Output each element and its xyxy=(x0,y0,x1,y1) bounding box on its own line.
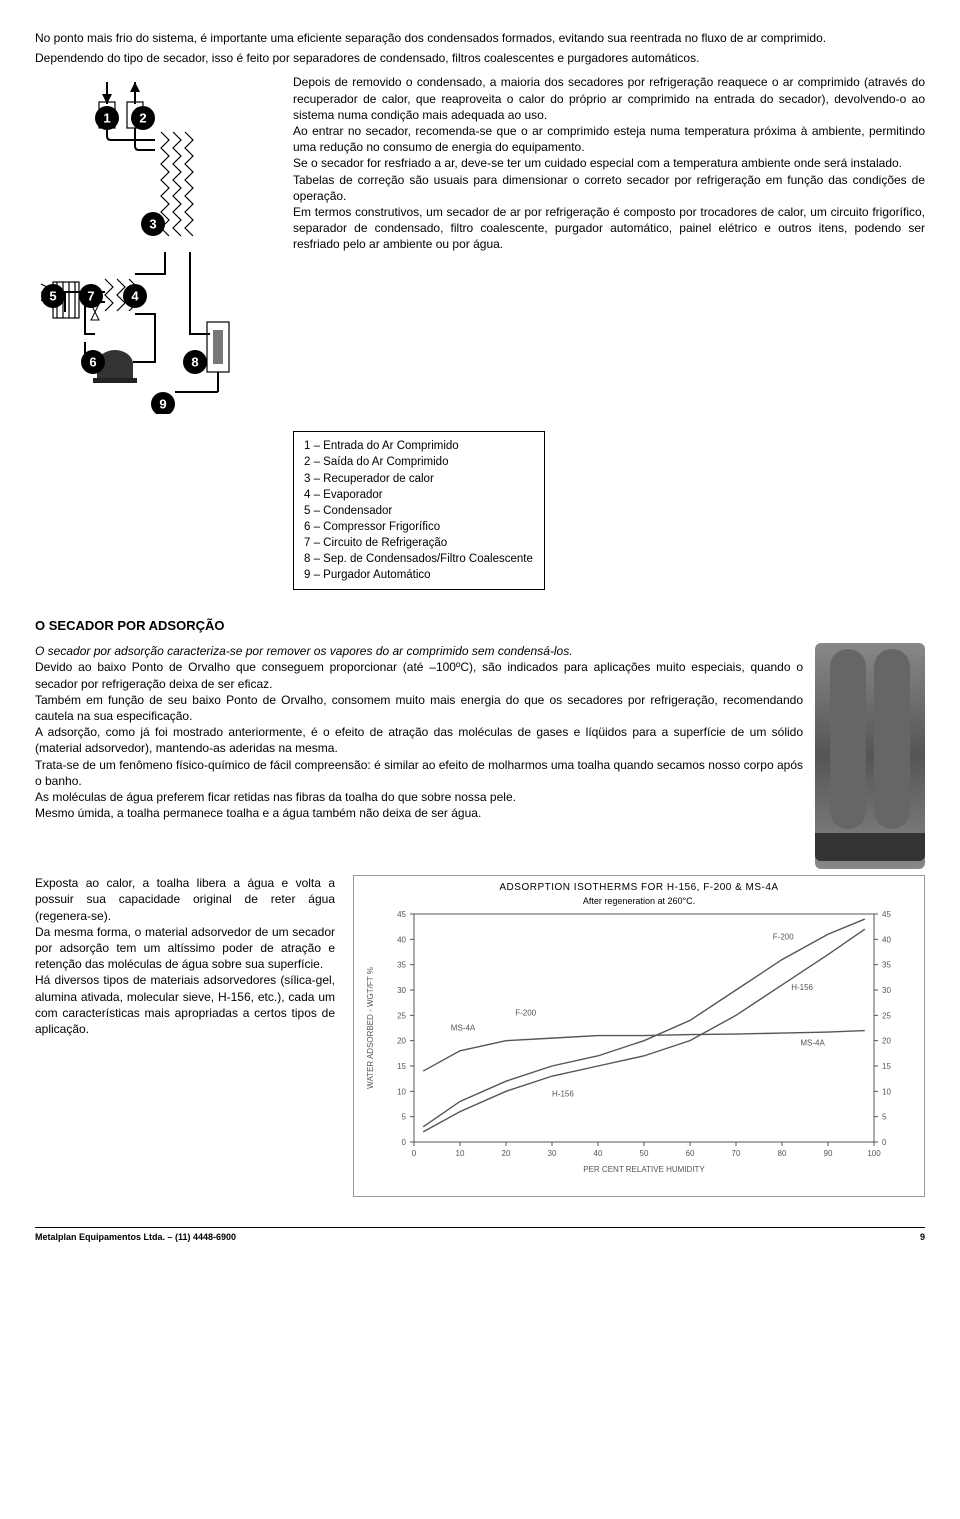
svg-text:35: 35 xyxy=(397,961,406,970)
footer-left: Metalplan Equipamentos Ltda. – (11) 4448… xyxy=(35,1232,236,1242)
bot-p3: Há diversos tipos de materiais adsorvedo… xyxy=(35,972,335,1037)
chart-svg: 0102030405060708090100005510101515202025… xyxy=(354,906,924,1176)
svg-text:0: 0 xyxy=(402,1138,407,1147)
svg-text:5: 5 xyxy=(882,1113,887,1122)
svg-text:30: 30 xyxy=(882,986,891,995)
svg-text:45: 45 xyxy=(397,910,406,919)
legend-4: 4 – Evaporador xyxy=(304,487,534,503)
svg-text:25: 25 xyxy=(397,1012,406,1021)
svg-text:F-200: F-200 xyxy=(773,933,794,942)
adsorption-text: O secador por adsorção caracteriza-se po… xyxy=(35,643,803,869)
svg-text:7: 7 xyxy=(87,289,94,304)
refrigeration-dryer-diagram: 1 2 3 4 5 6 7 8 9 xyxy=(35,74,275,414)
legend-9: 9 – Purgador Automático xyxy=(304,567,534,583)
diagram-column: 1 2 3 4 5 6 7 8 9 xyxy=(35,74,275,417)
chart-subtitle: After regeneration at 260°C. xyxy=(354,896,924,906)
svg-text:100: 100 xyxy=(867,1149,881,1158)
svg-text:H-156: H-156 xyxy=(552,1090,574,1099)
svg-text:20: 20 xyxy=(882,1037,891,1046)
right-p4: Tabelas de correção são usuais para dime… xyxy=(293,172,925,204)
ads-p6: As moléculas de água preferem ficar reti… xyxy=(35,789,803,805)
svg-text:MS-4A: MS-4A xyxy=(451,1024,476,1033)
bot-p1: Exposta ao calor, a toalha libera a água… xyxy=(35,875,335,924)
svg-text:15: 15 xyxy=(882,1062,891,1071)
svg-text:5: 5 xyxy=(402,1113,407,1122)
svg-text:30: 30 xyxy=(397,986,406,995)
svg-text:PER CENT RELATIVE HUMIDITY: PER CENT RELATIVE HUMIDITY xyxy=(583,1165,705,1174)
ads-p5: Trata-se de um fenômeno físico-químico d… xyxy=(35,757,803,789)
svg-text:35: 35 xyxy=(882,961,891,970)
svg-text:45: 45 xyxy=(882,910,891,919)
section-title-adsorption: O SECADOR POR ADSORÇÃO xyxy=(35,618,925,633)
bot-p2: Da mesma forma, o material adsorvedor de… xyxy=(35,924,335,973)
svg-text:50: 50 xyxy=(640,1149,649,1158)
legend-1: 1 – Entrada do Ar Comprimido xyxy=(304,438,534,454)
svg-text:MS-4A: MS-4A xyxy=(800,1039,825,1048)
bottom-row: Exposta ao calor, a toalha libera a água… xyxy=(35,875,925,1197)
ads-p1: O secador por adsorção caracteriza-se po… xyxy=(35,644,573,658)
svg-text:40: 40 xyxy=(397,936,406,945)
legend-spacer xyxy=(35,421,275,590)
legend-5: 5 – Condensador xyxy=(304,503,534,519)
svg-text:30: 30 xyxy=(548,1149,557,1158)
adsorption-dryer-photo xyxy=(815,643,925,869)
ads-p7: Mesmo úmida, a toalha permanece toalha e… xyxy=(35,805,803,821)
legend-7: 7 – Circuito de Refrigeração xyxy=(304,535,534,551)
legend-3: 3 – Recuperador de calor xyxy=(304,471,534,487)
right-p1: Depois de removido o condensado, a maior… xyxy=(293,74,925,123)
svg-text:90: 90 xyxy=(824,1149,833,1158)
legend-box: 1 – Entrada do Ar Comprimido 2 – Saída d… xyxy=(293,431,545,590)
legend-6: 6 – Compressor Frigorífico xyxy=(304,519,534,535)
svg-text:4: 4 xyxy=(131,289,139,304)
svg-text:40: 40 xyxy=(882,936,891,945)
svg-text:WATER ADSORBED - WGT/FT %: WATER ADSORBED - WGT/FT % xyxy=(366,967,375,1089)
svg-text:20: 20 xyxy=(502,1149,511,1158)
svg-text:10: 10 xyxy=(882,1088,891,1097)
right-p5: Em termos construtivos, um secador de ar… xyxy=(293,204,925,253)
svg-text:H-156: H-156 xyxy=(791,983,813,992)
isotherm-chart: ADSORPTION ISOTHERMS FOR H-156, F-200 & … xyxy=(353,875,925,1197)
page-footer: Metalplan Equipamentos Ltda. – (11) 4448… xyxy=(35,1227,925,1242)
svg-text:6: 6 xyxy=(89,355,96,370)
main-row: 1 2 3 4 5 6 7 8 9 Depois de removido o c… xyxy=(35,74,925,417)
svg-text:80: 80 xyxy=(778,1149,787,1158)
svg-text:10: 10 xyxy=(456,1149,465,1158)
intro-p1: No ponto mais frio do sistema, é importa… xyxy=(35,30,925,46)
svg-text:25: 25 xyxy=(882,1012,891,1021)
svg-text:F-200: F-200 xyxy=(515,1009,536,1018)
svg-text:20: 20 xyxy=(397,1037,406,1046)
ads-p3: Também em função de seu baixo Ponto de O… xyxy=(35,692,803,724)
svg-text:5: 5 xyxy=(49,289,56,304)
svg-text:70: 70 xyxy=(732,1149,741,1158)
legend-row: 1 – Entrada do Ar Comprimido 2 – Saída d… xyxy=(35,421,925,590)
svg-text:0: 0 xyxy=(412,1149,417,1158)
svg-text:0: 0 xyxy=(882,1138,887,1147)
svg-text:60: 60 xyxy=(686,1149,695,1158)
svg-text:9: 9 xyxy=(159,397,166,412)
adsorption-row: O secador por adsorção caracteriza-se po… xyxy=(35,643,925,869)
chart-title: ADSORPTION ISOTHERMS FOR H-156, F-200 & … xyxy=(354,882,924,893)
svg-text:8: 8 xyxy=(191,355,198,370)
right-p2: Ao entrar no secador, recomenda-se que o… xyxy=(293,123,925,155)
svg-text:10: 10 xyxy=(397,1088,406,1097)
ads-p4: A adsorção, como já foi mostrado anterio… xyxy=(35,724,803,756)
svg-text:3: 3 xyxy=(149,217,156,232)
svg-text:15: 15 xyxy=(397,1062,406,1071)
bottom-left-text: Exposta ao calor, a toalha libera a água… xyxy=(35,875,335,1197)
svg-text:1: 1 xyxy=(103,111,110,126)
footer-page: 9 xyxy=(920,1232,925,1242)
right-p3: Se o secador for resfriado a ar, deve-se… xyxy=(293,155,925,171)
svg-text:2: 2 xyxy=(139,111,146,126)
legend-2: 2 – Saída do Ar Comprimido xyxy=(304,454,534,470)
svg-text:40: 40 xyxy=(594,1149,603,1158)
intro-p2: Dependendo do tipo de secador, isso é fe… xyxy=(35,50,925,66)
legend-8: 8 – Sep. de Condensados/Filtro Coalescen… xyxy=(304,551,534,567)
ads-p2: Devido ao baixo Ponto de Orvalho que con… xyxy=(35,659,803,691)
right-text-column: Depois de removido o condensado, a maior… xyxy=(293,74,925,417)
